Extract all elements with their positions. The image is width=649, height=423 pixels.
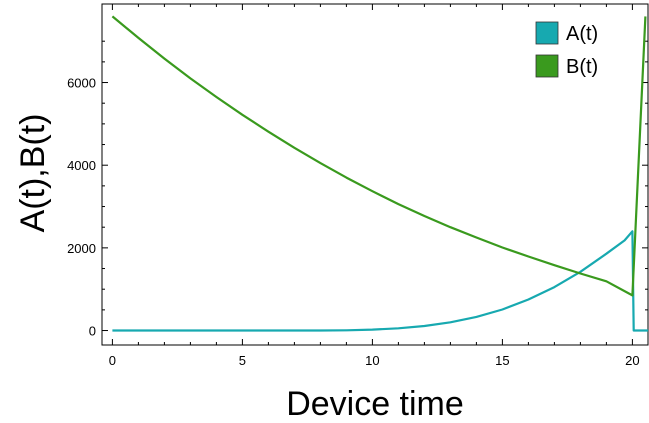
y-tick-label: 4000 [67, 158, 96, 173]
plot-frame [101, 3, 649, 346]
legend: A(t) B(t) [535, 21, 598, 78]
legend-swatch [535, 21, 559, 45]
legend-label: A(t) [566, 23, 598, 45]
x-tick-label: 10 [365, 353, 379, 368]
y-tick-label: 6000 [67, 76, 96, 91]
x-tick-label: 5 [239, 353, 246, 368]
series-lines [111, 15, 648, 332]
legend-swatch [535, 54, 559, 78]
y-tick-label: 0 [89, 324, 96, 339]
x-tick-label: 0 [109, 353, 116, 368]
tick-labels: 0 5 10 15 20 0 2000 4000 6000 [67, 76, 640, 368]
y-axis-label: A(t),B(t) [14, 114, 52, 233]
plot-border [101, 3, 649, 346]
x-axis-label: Device time [286, 385, 464, 423]
series-line-bt [111, 15, 647, 297]
y-tick-label: 2000 [67, 241, 96, 256]
x-tick-label: 15 [495, 353, 509, 368]
legend-label: B(t) [566, 56, 598, 78]
series-line-at [112, 230, 648, 332]
axis-ticks [102, 4, 648, 345]
x-tick-label: 20 [625, 353, 639, 368]
